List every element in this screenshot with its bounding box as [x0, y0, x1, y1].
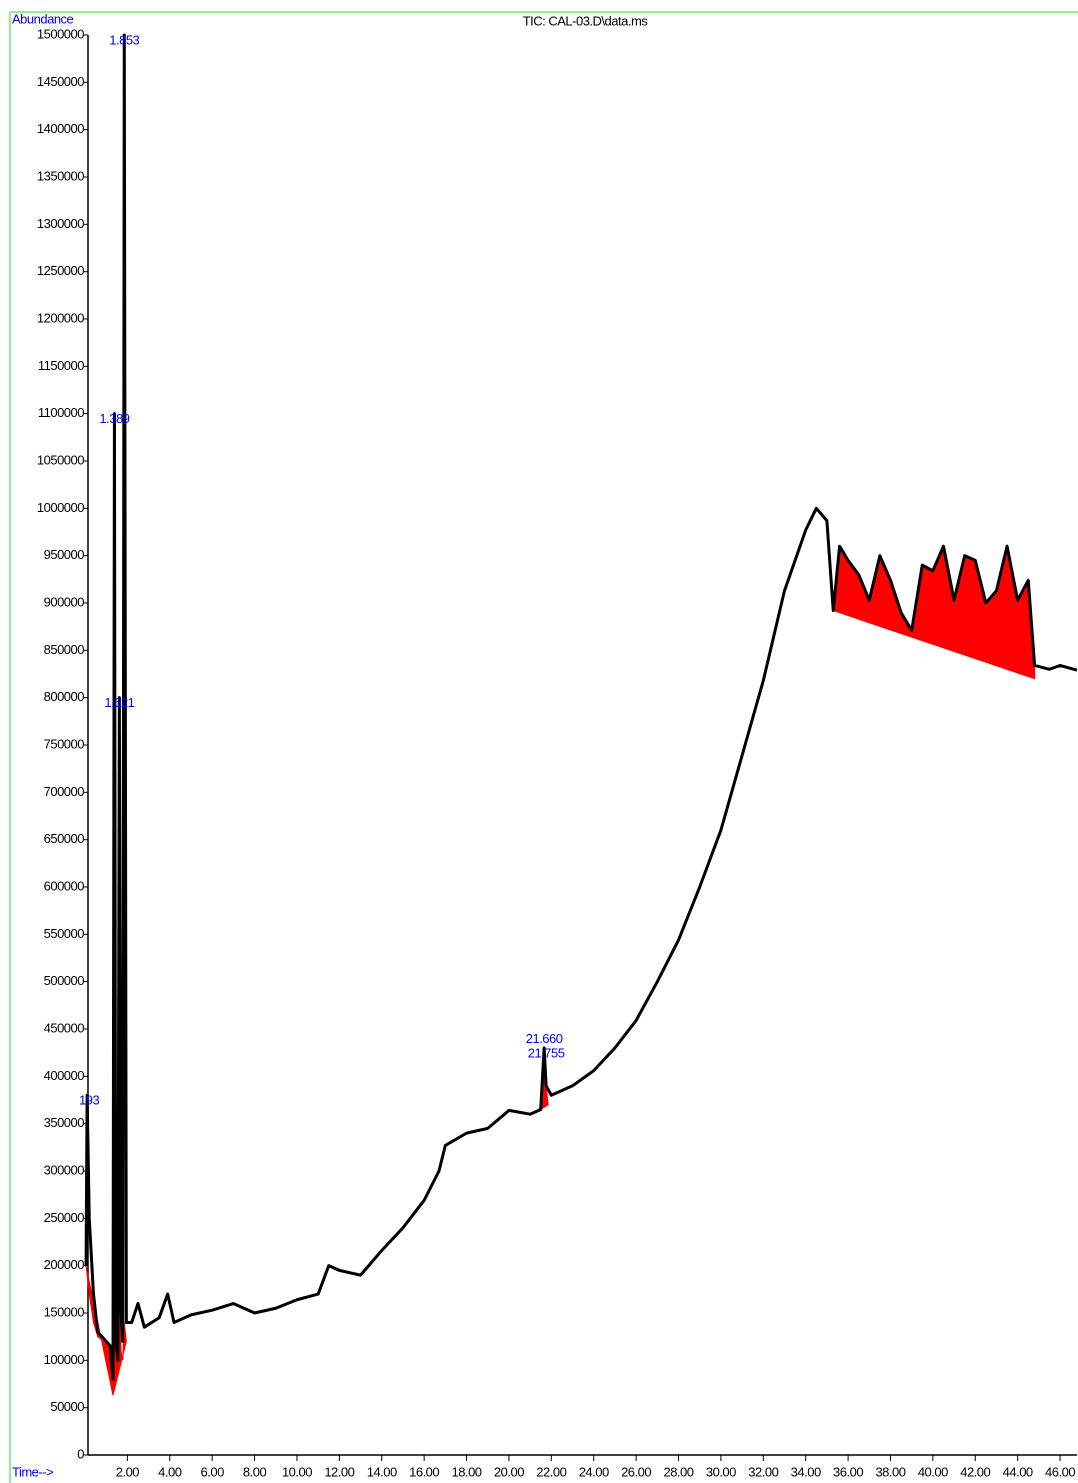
y-tick-label: 150000 [44, 1304, 85, 1319]
y-tick-label: 350000 [44, 1115, 85, 1130]
x-tick-label: 2.00 [116, 1464, 140, 1479]
y-tick-label: 750000 [44, 736, 85, 751]
y-tick-label: 1100000 [38, 405, 84, 420]
x-tick-label: 14.00 [367, 1464, 397, 1479]
x-tick-label: 44.00 [1003, 1464, 1033, 1479]
y-tick-label: 1450000 [37, 74, 84, 89]
y-tick-label: 1200000 [37, 310, 84, 325]
x-tick-label: 40.00 [918, 1464, 948, 1479]
x-tick-label: 12.00 [324, 1464, 354, 1479]
y-tick-label: 900000 [44, 594, 85, 609]
x-tick-label: 36.00 [833, 1464, 863, 1479]
x-tick-label: 6.00 [201, 1464, 225, 1479]
peak-label: 21.660 [526, 1031, 563, 1046]
y-tick-label: 500000 [44, 973, 85, 988]
x-tick-label: 22.00 [536, 1464, 566, 1479]
y-tick-label: 250000 [44, 1210, 85, 1225]
x-tick-label: 26.00 [621, 1464, 651, 1479]
y-tick-label: 1000000 [37, 500, 84, 515]
peak-label: 193 [79, 1093, 99, 1108]
y-tick-label: 450000 [44, 1020, 85, 1035]
x-tick-label: 18.00 [452, 1464, 482, 1479]
y-axis-label: Abundance [12, 11, 74, 26]
chart-title: TIC: CAL-03.D\data.ms [523, 13, 649, 28]
y-tick-label: 200000 [44, 1257, 85, 1272]
x-tick-label: 24.00 [579, 1464, 609, 1479]
peak-label: 21.755 [528, 1045, 565, 1060]
y-tick-label: 950000 [44, 547, 85, 562]
y-tick-label: 700000 [44, 784, 85, 799]
x-axis-label: Time--> [12, 1464, 53, 1479]
y-tick-label: 1400000 [37, 121, 84, 136]
y-tick-label: 850000 [44, 642, 85, 657]
x-tick-label: 38.00 [875, 1464, 905, 1479]
x-tick-label: 10.00 [282, 1464, 312, 1479]
x-tick-label: 8.00 [243, 1464, 267, 1479]
y-tick-label: 1500000 [37, 26, 84, 41]
y-tick-label: 650000 [44, 831, 85, 846]
y-tick-label: 300000 [44, 1162, 85, 1177]
y-tick-label: 100000 [44, 1352, 85, 1367]
y-tick-label: 1300000 [37, 216, 84, 231]
peak-label: 1.621 [104, 695, 134, 710]
x-tick-label: 46.00 [1045, 1464, 1075, 1479]
y-tick-label: 1050000 [37, 452, 84, 467]
y-tick-label: 550000 [44, 926, 85, 941]
y-tick-label: 0 [77, 1446, 84, 1461]
peak-area [85, 1265, 114, 1396]
y-tick-label: 50000 [50, 1399, 84, 1414]
x-tick-label: 34.00 [791, 1464, 821, 1479]
x-tick-label: 32.00 [748, 1464, 778, 1479]
x-tick-label: 28.00 [663, 1464, 693, 1479]
y-tick-label: 800000 [44, 689, 85, 704]
x-tick-label: 30.00 [706, 1464, 736, 1479]
x-tick-label: 16.00 [409, 1464, 439, 1479]
x-tick-label: 20.00 [494, 1464, 524, 1479]
y-tick-label: 1150000 [38, 358, 84, 373]
peak-label: 1.389 [99, 411, 129, 426]
trace-line [84, 33, 1078, 1381]
y-tick-label: 600000 [44, 878, 85, 893]
y-tick-label: 400000 [44, 1068, 85, 1083]
x-tick-label: 4.00 [158, 1464, 182, 1479]
peak-label: 1.853 [109, 32, 139, 47]
y-tick-label: 1350000 [37, 168, 84, 183]
x-tick-label: 42.00 [960, 1464, 990, 1479]
y-tick-label: 1250000 [37, 263, 84, 278]
